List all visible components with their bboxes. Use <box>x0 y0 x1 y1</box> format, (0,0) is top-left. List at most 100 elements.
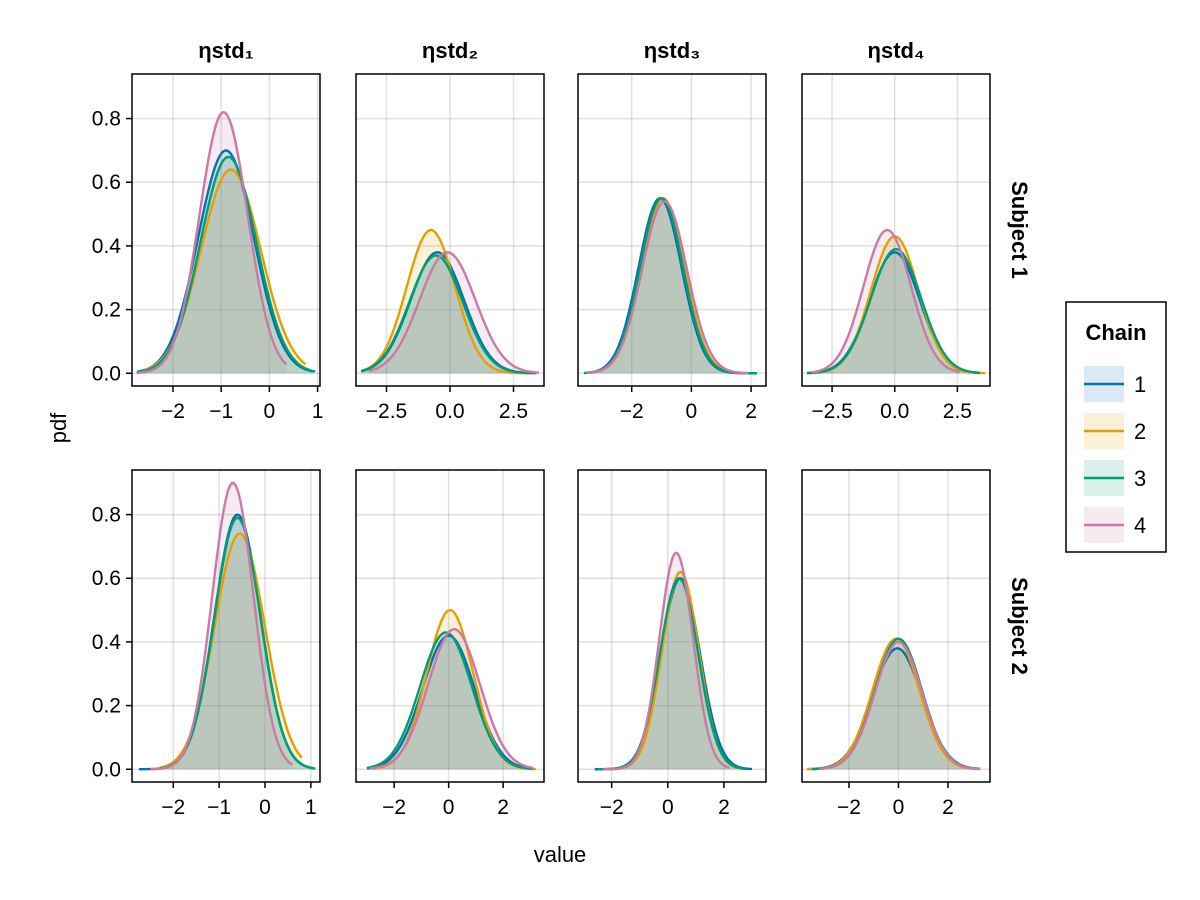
density-line-chain-2 <box>363 228 529 375</box>
panel-frame <box>131 469 321 783</box>
panel-r2-c3: −2 0 2 <box>577 469 767 819</box>
density-fill-chain-1 <box>587 198 757 374</box>
x-tick-label: −2 <box>382 796 406 819</box>
x-tick-label: 0 <box>893 796 905 819</box>
x-tick-label: −2 <box>620 400 644 423</box>
y-tick-label: 0.4 <box>92 631 122 654</box>
density-fill-chain-1 <box>361 252 537 374</box>
density-fill-chain-2 <box>600 571 744 770</box>
y-tick-label: 0.2 <box>92 299 121 322</box>
legend-item-chain-3: 3 <box>1084 460 1146 496</box>
density-fill-chain-2 <box>589 198 752 374</box>
x-tick-label: 0.0 <box>880 400 909 423</box>
x-tick-label: 1 <box>305 796 317 819</box>
panel-r2-c2: −2 0 2 <box>355 469 545 819</box>
legend-label: 3 <box>1134 466 1146 491</box>
density-fill-chain-3 <box>597 578 747 770</box>
density-fill-chain-3 <box>361 255 534 374</box>
y-tick-label: 0.0 <box>92 758 121 781</box>
density-line-chain-4 <box>586 200 749 375</box>
legend-item-chain-4: 4 <box>1084 507 1146 543</box>
density-line-chain-4 <box>368 251 539 374</box>
x-tick-label: −1 <box>209 400 233 423</box>
x-tick-label: 0 <box>264 400 276 423</box>
density-fill-chain-4 <box>368 252 539 374</box>
density-line-chain-3 <box>366 631 534 770</box>
x-tick-label: 2.5 <box>943 400 972 423</box>
x-tick-label: 2 <box>745 400 757 423</box>
y-tick-label: 0.0 <box>92 362 121 385</box>
x-tick-label: 0 <box>662 796 674 819</box>
density-fill-chain-4 <box>603 552 730 770</box>
x-tick-label: 0 <box>443 796 455 819</box>
density-fill-chain-4 <box>812 230 960 374</box>
column-title: ηstd₁ <box>198 38 254 63</box>
legend-title: Chain <box>1085 320 1146 345</box>
panel-r1-c4: −2.5 0.0 2.5 <box>801 73 991 423</box>
column-title: ηstd₃ <box>644 38 701 63</box>
y-tick-label: 0.8 <box>92 108 121 131</box>
x-tick-label: −2.5 <box>811 400 852 423</box>
x-tick-label: 0.0 <box>435 400 464 423</box>
x-tick-label: 2 <box>497 796 509 819</box>
density-line-chain-4 <box>369 628 534 770</box>
density-line-chain-1 <box>136 149 314 374</box>
y-tick-label: 0.2 <box>92 695 121 718</box>
density-line-chain-2 <box>159 532 303 769</box>
density-line-chain-3 <box>360 254 534 375</box>
density-fill-chain-2 <box>144 169 306 374</box>
x-tick-label: −1 <box>207 796 231 819</box>
density-fill-chain-4 <box>150 482 293 770</box>
y-tick-label: 0.4 <box>92 235 122 258</box>
x-tick-label: 1 <box>312 400 324 423</box>
x-axis-label: value <box>534 842 587 867</box>
x-tick-label: 2.5 <box>499 400 528 423</box>
x-tick-label: 2 <box>942 796 954 819</box>
panel-frame <box>577 469 767 783</box>
panel-frame <box>801 73 991 387</box>
panel-frame <box>131 73 321 387</box>
density-line-chain-1 <box>366 634 531 770</box>
column-title: ηstd₂ <box>422 38 478 63</box>
legend-item-chain-2: 2 <box>1084 413 1146 449</box>
x-tick-label: −2 <box>161 400 185 423</box>
x-tick-label: 0 <box>259 796 271 819</box>
y-tick-label: 0.6 <box>92 171 121 194</box>
x-tick-label: −2 <box>600 796 624 819</box>
density-fill-chain-4 <box>587 201 749 374</box>
panel-r1-c2: −2.5 0.0 2.5 <box>355 73 545 423</box>
panels-layer: ηstd₁ ηstd₂ ηstd₃ ηstd₄ Subject 1 Subject 2 −2… <box>92 38 1032 819</box>
y-tick-label: 0.6 <box>92 567 121 590</box>
panel-r2-c1: −2 −1 0 1 0.0 0.2 0.4 0.6 0.8 <box>92 469 321 819</box>
legend-item-chain-1: 1 <box>1084 366 1146 402</box>
density-fill-chain-4 <box>136 112 287 374</box>
density-line-chain-4 <box>603 551 730 771</box>
y-tick-label: 0.8 <box>92 504 121 527</box>
panel-frame <box>355 469 545 783</box>
density-line-chain-4 <box>811 228 961 374</box>
legend-label: 2 <box>1134 419 1146 444</box>
row-title: Subject 2 <box>1007 577 1032 675</box>
panel-r1-c3: −2 0 2 <box>577 73 767 423</box>
x-tick-label: −2 <box>161 796 185 819</box>
density-line-chain-4 <box>819 640 981 771</box>
density-line-chain-3 <box>807 247 981 375</box>
x-tick-label: 2 <box>718 796 730 819</box>
panel-r1-c1: −2 −1 0 1 0.0 0.2 0.4 0.6 0.8 <box>92 73 324 423</box>
panel-frame <box>801 469 991 783</box>
x-tick-label: −2 <box>837 796 861 819</box>
panel-r2-c4: −2 0 2 <box>801 469 991 819</box>
density-fill-chain-2 <box>159 533 302 770</box>
density-line-chain-4 <box>136 111 288 375</box>
density-line-chain-4 <box>150 481 294 771</box>
column-title: ηstd₄ <box>868 38 925 63</box>
density-fill-chain-1 <box>807 252 980 374</box>
legend: Chain 1 2 3 4 <box>1065 301 1167 553</box>
legend-label: 1 <box>1134 372 1146 397</box>
density-fill-chain-2 <box>809 236 985 374</box>
legend-label: 4 <box>1134 513 1146 538</box>
row-title: Subject 1 <box>1007 181 1032 279</box>
y-axis-label: pdf <box>46 412 71 443</box>
x-tick-label: 0 <box>686 400 698 423</box>
